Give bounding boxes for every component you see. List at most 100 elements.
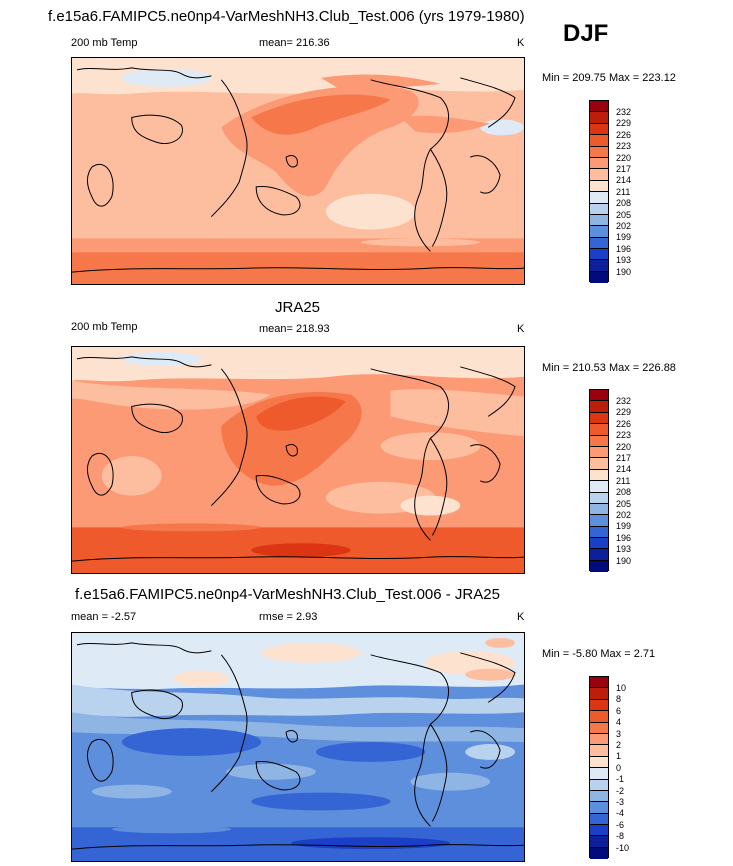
colorbar-tick-label: 229 bbox=[616, 407, 632, 417]
colorbar-swatch bbox=[590, 157, 608, 170]
colorbar-tick-label: 217 bbox=[616, 453, 632, 463]
colorbar-tick-label: 193 bbox=[616, 544, 632, 554]
panel-2-title: JRA25 bbox=[275, 299, 321, 316]
panel-1-map-svg bbox=[72, 58, 524, 284]
colorbar-swatch bbox=[590, 214, 608, 227]
colorbar-tick-label: 220 bbox=[616, 153, 632, 163]
panel-1-mean: mean= 216.36 bbox=[259, 37, 330, 49]
panel-2-colorbar bbox=[589, 389, 609, 573]
panel-2-map bbox=[71, 346, 525, 574]
figure-title: f.e15a6.FAMIPC5.ne0np4-VarMeshNH3.Club_T… bbox=[48, 8, 525, 25]
colorbar-swatch bbox=[590, 412, 608, 425]
colorbar-tick-label: 211 bbox=[616, 187, 631, 197]
colorbar-swatch bbox=[590, 549, 608, 561]
panel-2-minmax: Min = 210.53 Max = 226.88 bbox=[542, 362, 676, 374]
colorbar-swatch bbox=[590, 790, 608, 803]
colorbar-swatch bbox=[590, 226, 608, 238]
colorbar-tick-label: 205 bbox=[616, 210, 632, 220]
colorbar-tick-label: 193 bbox=[616, 255, 632, 265]
colorbar-swatch bbox=[590, 249, 608, 261]
colorbar-tick-label: 214 bbox=[616, 464, 632, 474]
colorbar-swatch bbox=[590, 802, 608, 814]
panel-3-colorbar bbox=[589, 676, 609, 860]
colorbar-swatch bbox=[590, 688, 608, 700]
colorbar-tick-label: 232 bbox=[616, 396, 632, 406]
colorbar-swatch bbox=[590, 526, 608, 539]
colorbar-tick-label: -3 bbox=[616, 797, 625, 807]
colorbar-tick-label: 220 bbox=[616, 442, 632, 452]
colorbar-swatch bbox=[590, 446, 608, 459]
colorbar-swatch bbox=[590, 538, 608, 550]
colorbar-swatch bbox=[590, 169, 608, 181]
colorbar-tick-label: 0 bbox=[616, 763, 622, 773]
colorbar-swatch bbox=[590, 779, 608, 791]
colorbar-swatch bbox=[590, 847, 608, 860]
panel-3-map-svg bbox=[72, 633, 524, 861]
colorbar-swatch bbox=[590, 745, 608, 757]
colorbar-swatch bbox=[590, 733, 608, 746]
colorbar-tick-label: 232 bbox=[616, 107, 632, 117]
colorbar-tick-label: 4 bbox=[616, 717, 622, 727]
colorbar-swatch bbox=[590, 435, 608, 447]
colorbar-swatch bbox=[590, 180, 608, 193]
colorbar-tick-label: 10 bbox=[616, 683, 627, 693]
panel-3-units: K bbox=[517, 611, 525, 623]
colorbar-tick-label: 199 bbox=[616, 232, 632, 242]
colorbar-swatch bbox=[590, 836, 608, 848]
colorbar-swatch bbox=[590, 722, 608, 734]
colorbar-tick-label: 214 bbox=[616, 175, 632, 185]
colorbar-tick-label: 8 bbox=[616, 694, 622, 704]
colorbar-tick-label: 223 bbox=[616, 141, 632, 151]
colorbar-swatch bbox=[590, 271, 608, 284]
colorbar-swatch bbox=[590, 699, 608, 712]
colorbar-swatch bbox=[590, 492, 608, 504]
colorbar-swatch bbox=[590, 711, 608, 723]
colorbar-tick-label: 6 bbox=[616, 706, 622, 716]
colorbar-tick-label: 223 bbox=[616, 430, 632, 440]
colorbar-swatch bbox=[590, 260, 608, 272]
colorbar-tick-label: 3 bbox=[616, 729, 622, 739]
colorbar-swatch bbox=[590, 390, 608, 402]
panel-3-title: f.e15a6.FAMIPC5.ne0np4-VarMeshNH3.Club_T… bbox=[75, 586, 500, 603]
colorbar-swatch bbox=[590, 677, 608, 689]
colorbar-swatch bbox=[590, 825, 608, 837]
colorbar-tick-label: 205 bbox=[616, 499, 632, 509]
colorbar-swatch bbox=[590, 813, 608, 826]
colorbar-tick-label: -10 bbox=[616, 843, 630, 853]
panel-1-colorbar bbox=[589, 100, 609, 284]
panel-1-left-label: 200 mb Temp bbox=[71, 37, 138, 49]
colorbar-tick-label: -6 bbox=[616, 820, 625, 830]
colorbar-tick-label: 2 bbox=[616, 740, 622, 750]
colorbar-tick-label: 202 bbox=[616, 221, 632, 231]
colorbar-swatch bbox=[590, 756, 608, 769]
colorbar-tick-label: -1 bbox=[616, 774, 625, 784]
colorbar-swatch bbox=[590, 112, 608, 124]
colorbar-tick-label: 208 bbox=[616, 198, 632, 208]
panel-1-units: K bbox=[517, 37, 525, 49]
colorbar-swatch bbox=[590, 123, 608, 136]
colorbar-swatch bbox=[590, 135, 608, 147]
colorbar-tick-label: 208 bbox=[616, 487, 632, 497]
colorbar-tick-label: 196 bbox=[616, 244, 632, 254]
colorbar-tick-label: 190 bbox=[616, 267, 632, 277]
colorbar-swatch bbox=[590, 458, 608, 470]
colorbar-tick-label: -8 bbox=[616, 831, 625, 841]
panel-1-minmax: Min = 209.75 Max = 223.12 bbox=[542, 72, 676, 84]
colorbar-tick-label: -2 bbox=[616, 786, 625, 796]
panel-3-map bbox=[71, 632, 525, 862]
colorbar-tick-label: 211 bbox=[616, 476, 631, 486]
panel-3-rmse: rmse = 2.93 bbox=[259, 611, 318, 623]
colorbar-swatch bbox=[590, 469, 608, 482]
panel-2-map-svg bbox=[72, 347, 524, 573]
colorbar-swatch bbox=[590, 101, 608, 113]
colorbar-swatch bbox=[590, 146, 608, 158]
colorbar-swatch bbox=[590, 203, 608, 215]
colorbar-tick-label: 190 bbox=[616, 556, 632, 566]
colorbar-swatch bbox=[590, 768, 608, 780]
colorbar-swatch bbox=[590, 192, 608, 204]
colorbar-tick-label: 199 bbox=[616, 521, 632, 531]
panel-2-units: K bbox=[517, 323, 525, 335]
colorbar-swatch bbox=[590, 481, 608, 493]
colorbar-tick-label: 229 bbox=[616, 118, 632, 128]
colorbar-tick-label: 217 bbox=[616, 164, 632, 174]
